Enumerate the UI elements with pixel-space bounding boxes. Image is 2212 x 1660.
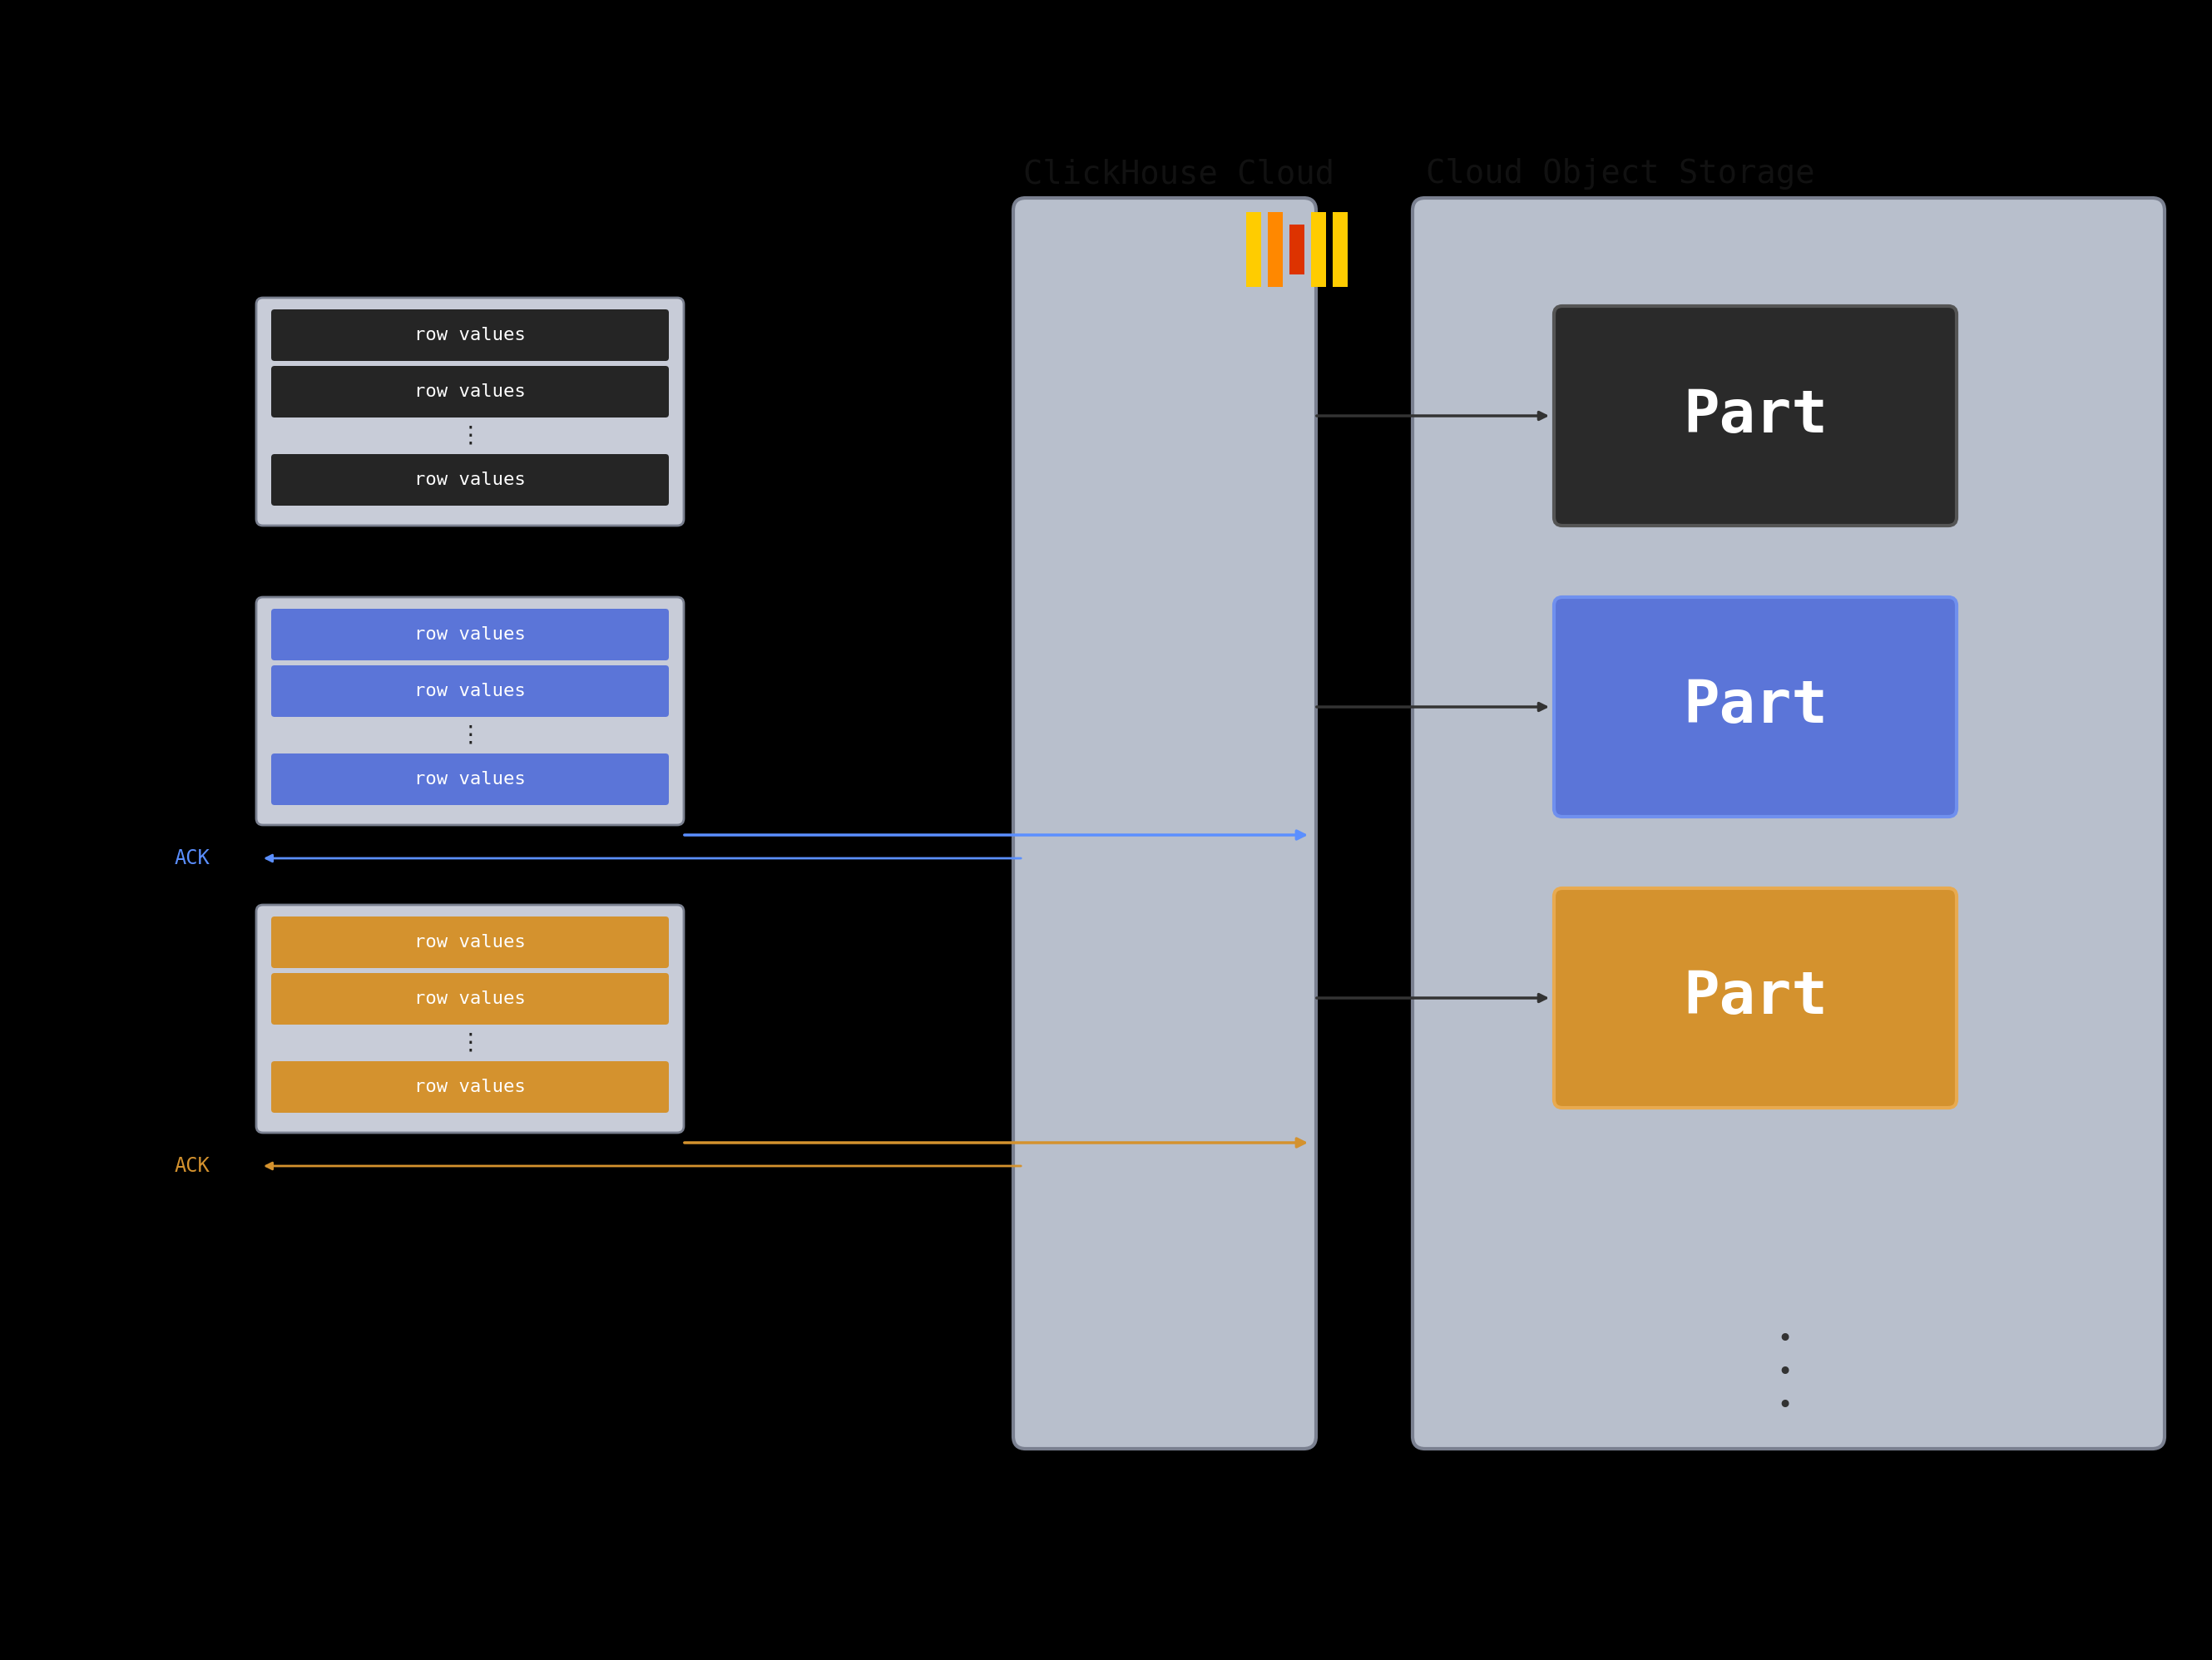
FancyBboxPatch shape — [1555, 888, 1958, 1107]
Bar — [1290, 224, 1305, 274]
Text: Cloud Object Storage: Cloud Object Storage — [1427, 158, 1814, 189]
Text: row values: row values — [414, 935, 526, 951]
FancyBboxPatch shape — [272, 1061, 668, 1112]
Text: •: • — [1776, 1326, 1792, 1351]
FancyBboxPatch shape — [272, 666, 668, 717]
FancyBboxPatch shape — [1555, 598, 1958, 817]
Text: row values: row values — [414, 770, 526, 787]
Text: Part: Part — [1683, 679, 1827, 735]
Text: ACK: ACK — [175, 1155, 210, 1175]
FancyBboxPatch shape — [272, 973, 668, 1024]
Text: Part: Part — [1683, 969, 1827, 1026]
FancyBboxPatch shape — [272, 309, 668, 360]
Text: Part: Part — [1683, 387, 1827, 445]
Text: ⋮: ⋮ — [458, 1031, 482, 1054]
Text: row values: row values — [414, 327, 526, 344]
FancyBboxPatch shape — [272, 916, 668, 968]
Text: •: • — [1776, 1393, 1792, 1418]
FancyBboxPatch shape — [1413, 198, 2166, 1449]
FancyBboxPatch shape — [257, 598, 684, 825]
Text: ⋮: ⋮ — [458, 425, 482, 448]
Bar — [1267, 212, 1283, 287]
Bar — [1332, 212, 1347, 287]
Text: ClickHouse Cloud: ClickHouse Cloud — [1024, 158, 1334, 189]
Text: •: • — [1776, 1360, 1792, 1384]
FancyBboxPatch shape — [1555, 305, 1958, 526]
FancyBboxPatch shape — [1013, 198, 1316, 1449]
FancyBboxPatch shape — [272, 455, 668, 506]
Bar — [1312, 212, 1325, 287]
Text: row values: row values — [414, 991, 526, 1008]
Text: row values: row values — [414, 682, 526, 699]
FancyBboxPatch shape — [272, 365, 668, 418]
Text: row values: row values — [414, 626, 526, 642]
Text: ⋮: ⋮ — [458, 724, 482, 747]
Bar — [1245, 212, 1261, 287]
Text: ACK: ACK — [175, 848, 210, 868]
FancyBboxPatch shape — [272, 609, 668, 661]
FancyBboxPatch shape — [257, 905, 684, 1132]
FancyBboxPatch shape — [257, 297, 684, 526]
Text: row values: row values — [414, 1079, 526, 1096]
FancyBboxPatch shape — [272, 754, 668, 805]
Text: row values: row values — [414, 383, 526, 400]
Text: row values: row values — [414, 471, 526, 488]
